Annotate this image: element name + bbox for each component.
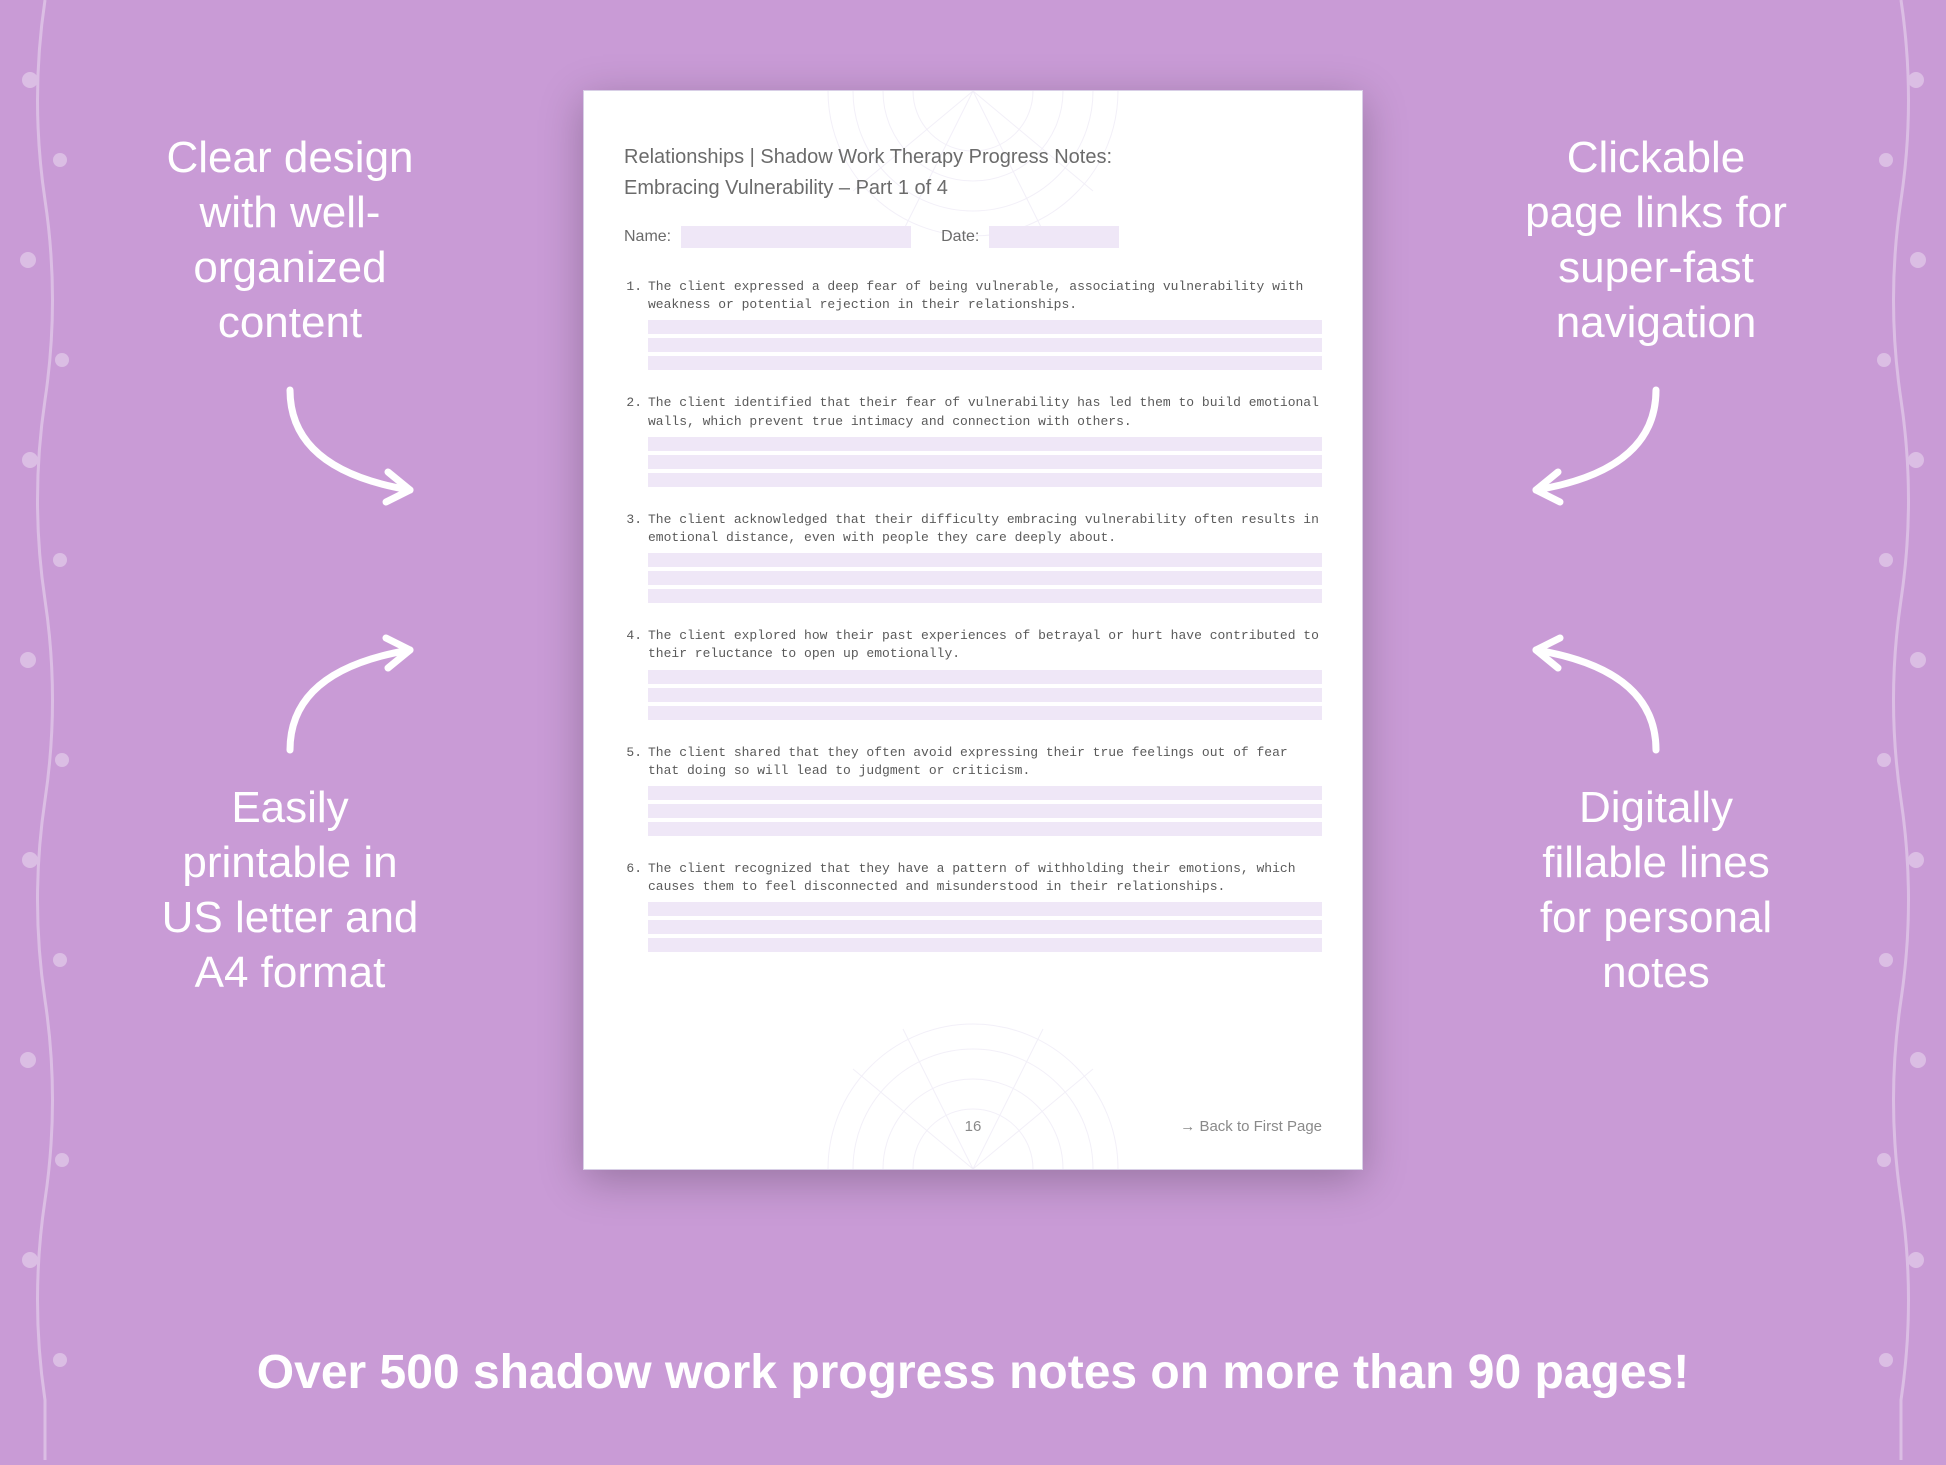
fillable-lines[interactable] (648, 553, 1322, 603)
fillable-line[interactable] (648, 589, 1322, 603)
fillable-line[interactable] (648, 670, 1322, 684)
items-list: 1.The client expressed a deep fear of be… (624, 278, 1322, 952)
name-field[interactable] (681, 226, 911, 248)
document-title-line2: Embracing Vulnerability – Part 1 of 4 (624, 177, 1322, 200)
document-page: Relationships | Shadow Work Therapy Prog… (583, 90, 1363, 1170)
document-title-line1: Relationships | Shadow Work Therapy Prog… (624, 141, 1322, 173)
arrow-top-left (270, 380, 450, 520)
note-item-text: The client explored how their past exper… (648, 627, 1322, 663)
fillable-line[interactable] (648, 786, 1322, 800)
note-item-number: 6. (624, 860, 642, 896)
note-item: 6.The client recognized that they have a… (624, 860, 1322, 952)
name-date-row: Name: Date: (624, 226, 1322, 248)
fillable-line[interactable] (648, 688, 1322, 702)
arrow-bottom-left (270, 620, 450, 760)
note-item-number: 5. (624, 744, 642, 780)
fillable-line[interactable] (648, 437, 1322, 451)
note-item-number: 1. (624, 278, 642, 314)
note-item: 3.The client acknowledged that their dif… (624, 511, 1322, 603)
fillable-line[interactable] (648, 455, 1322, 469)
fillable-line[interactable] (648, 571, 1322, 585)
fillable-line[interactable] (648, 902, 1322, 916)
fillable-lines[interactable] (648, 902, 1322, 952)
arrow-top-right (1496, 380, 1676, 520)
note-item-number: 3. (624, 511, 642, 547)
fillable-line[interactable] (648, 938, 1322, 952)
fillable-line[interactable] (648, 473, 1322, 487)
fillable-line[interactable] (648, 804, 1322, 818)
callout-top-right: Clickable page links for super-fast navi… (1486, 130, 1826, 350)
fillable-line[interactable] (648, 320, 1322, 334)
callout-top-left: Clear design with well- organized conten… (120, 130, 460, 350)
decorative-vine-right (1856, 0, 1946, 1460)
name-label: Name: (624, 228, 671, 246)
page-number: 16 (965, 1118, 982, 1135)
fillable-line[interactable] (648, 706, 1322, 720)
note-item: 2.The client identified that their fear … (624, 394, 1322, 486)
fillable-line[interactable] (648, 356, 1322, 370)
fillable-line[interactable] (648, 338, 1322, 352)
decorative-vine-left (0, 0, 90, 1460)
fillable-lines[interactable] (648, 437, 1322, 487)
date-field[interactable] (989, 226, 1119, 248)
note-item-text: The client shared that they often avoid … (648, 744, 1322, 780)
arrow-bottom-right (1496, 620, 1676, 760)
note-item: 4.The client explored how their past exp… (624, 627, 1322, 719)
note-item-number: 4. (624, 627, 642, 663)
note-item: 1.The client expressed a deep fear of be… (624, 278, 1322, 370)
document-content: Relationships | Shadow Work Therapy Prog… (584, 91, 1362, 1169)
note-item: 5.The client shared that they often avoi… (624, 744, 1322, 836)
date-label: Date: (941, 228, 979, 246)
fillable-lines[interactable] (648, 320, 1322, 370)
note-item-text: The client expressed a deep fear of bein… (648, 278, 1322, 314)
bottom-caption: Over 500 shadow work progress notes on m… (0, 1345, 1946, 1400)
note-item-text: The client acknowledged that their diffi… (648, 511, 1322, 547)
note-item-number: 2. (624, 394, 642, 430)
document-footer: 16 → Back to First Page (624, 1118, 1322, 1135)
fillable-line[interactable] (648, 920, 1322, 934)
fillable-lines[interactable] (648, 670, 1322, 720)
callout-bottom-left: Easily printable in US letter and A4 for… (120, 780, 460, 1000)
fillable-lines[interactable] (648, 786, 1322, 836)
note-item-text: The client recognized that they have a p… (648, 860, 1322, 896)
note-item-text: The client identified that their fear of… (648, 394, 1322, 430)
fillable-line[interactable] (648, 822, 1322, 836)
fillable-line[interactable] (648, 553, 1322, 567)
callout-bottom-right: Digitally fillable lines for personal no… (1486, 780, 1826, 1000)
back-to-first-page-link[interactable]: → Back to First Page (1180, 1118, 1322, 1135)
